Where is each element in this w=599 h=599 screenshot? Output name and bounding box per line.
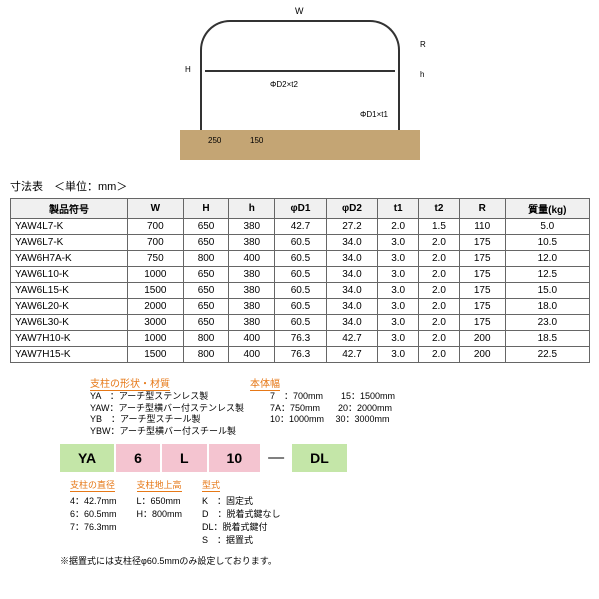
table-header: 質量(kg) [505, 199, 589, 219]
table-header: t2 [419, 199, 460, 219]
table-header: h [229, 199, 275, 219]
crossbar [205, 70, 395, 72]
width-title: 本体幅 [250, 375, 280, 391]
dimension-table: 製品符号WHhφD1φD2t1t2R質量(kg) YAW4L7-K7006503… [10, 198, 590, 363]
dim-d2: ΦD2×t2 [270, 80, 298, 89]
table-row: YAW7H10-K100080040076.342.73.02.020018.5 [11, 331, 590, 347]
table-header: W [128, 199, 184, 219]
code-box-6: 6 [116, 444, 160, 472]
table-row: YAW6L30-K300065038060.534.03.02.017523.0 [11, 315, 590, 331]
dim-d1: ΦD1×t1 [360, 110, 388, 119]
table-row: YAW6L20-K200065038060.534.03.02.017518.0 [11, 299, 590, 315]
code-box-dl: DL [292, 444, 347, 472]
code-box-10: 10 [209, 444, 261, 472]
table-row: YAW4L7-K70065038042.727.22.01.51105.0 [11, 219, 590, 235]
dim-h-small: h [420, 70, 424, 79]
width-items: 7 ：700mm 15：1500mm7A：750mm 20：2000mm10：1… [270, 391, 470, 438]
ground-block [180, 130, 420, 160]
dash: — [262, 449, 290, 467]
diameter-items: 4：42.7mm6：60.5mm7：76.3mm [70, 494, 117, 533]
diameter-title: 支柱の直径 [70, 478, 115, 492]
code-box-ya: YA [60, 444, 114, 472]
footnote: ※据置式には支柱径φ60.5mmのみ設定しております。 [60, 554, 590, 567]
dim-r: R [420, 40, 426, 49]
height-items: L：650mmH：800mm [137, 494, 183, 520]
table-row: YAW6L15-K150065038060.534.03.02.017515.0 [11, 283, 590, 299]
table-header: φD1 [275, 199, 327, 219]
table-header: R [459, 199, 505, 219]
table-row: YAW6L10-K100065038060.534.03.02.017512.5 [11, 267, 590, 283]
table-header: φD2 [326, 199, 378, 219]
table-header: 製品符号 [11, 199, 128, 219]
table-row: YAW6L7-K70065038060.534.03.02.017510.5 [11, 235, 590, 251]
table-header: t1 [378, 199, 419, 219]
table-row: YAW6H7A-K75080040060.534.03.02.017512.0 [11, 251, 590, 267]
code-section: 支柱の形状・材質 本体幅 YA ：アーチ型ステンレス製YAW：アーチ型横バー付ス… [10, 375, 590, 546]
shape-items: YA ：アーチ型ステンレス製YAW：アーチ型横バー付ステンレス製YB ：アーチ型… [90, 391, 270, 438]
dim-250: 250 [208, 136, 221, 145]
type-title: 型式 [202, 478, 220, 492]
dimension-diagram: W R h H ΦD1×t1 ΦD2×t2 250 150 [150, 10, 450, 170]
code-boxes: YA 6 L 10 — DL [60, 444, 590, 472]
shape-title: 支柱の形状・材質 [90, 375, 170, 391]
code-box-l: L [162, 444, 207, 472]
type-items: K ：固定式D ：脱着式鍵なしDL：脱着式鍵付S ：据置式 [202, 494, 281, 546]
table-header: H [183, 199, 229, 219]
table-row: YAW7H15-K150080040076.342.73.02.020022.5 [11, 347, 590, 363]
table-title: 寸法表 ＜単位：mm＞ [10, 178, 590, 194]
dim-150: 150 [250, 136, 263, 145]
dim-h-big: H [185, 65, 191, 74]
dim-w-label: W [295, 6, 304, 16]
height-title: 支柱地上高 [137, 478, 182, 492]
